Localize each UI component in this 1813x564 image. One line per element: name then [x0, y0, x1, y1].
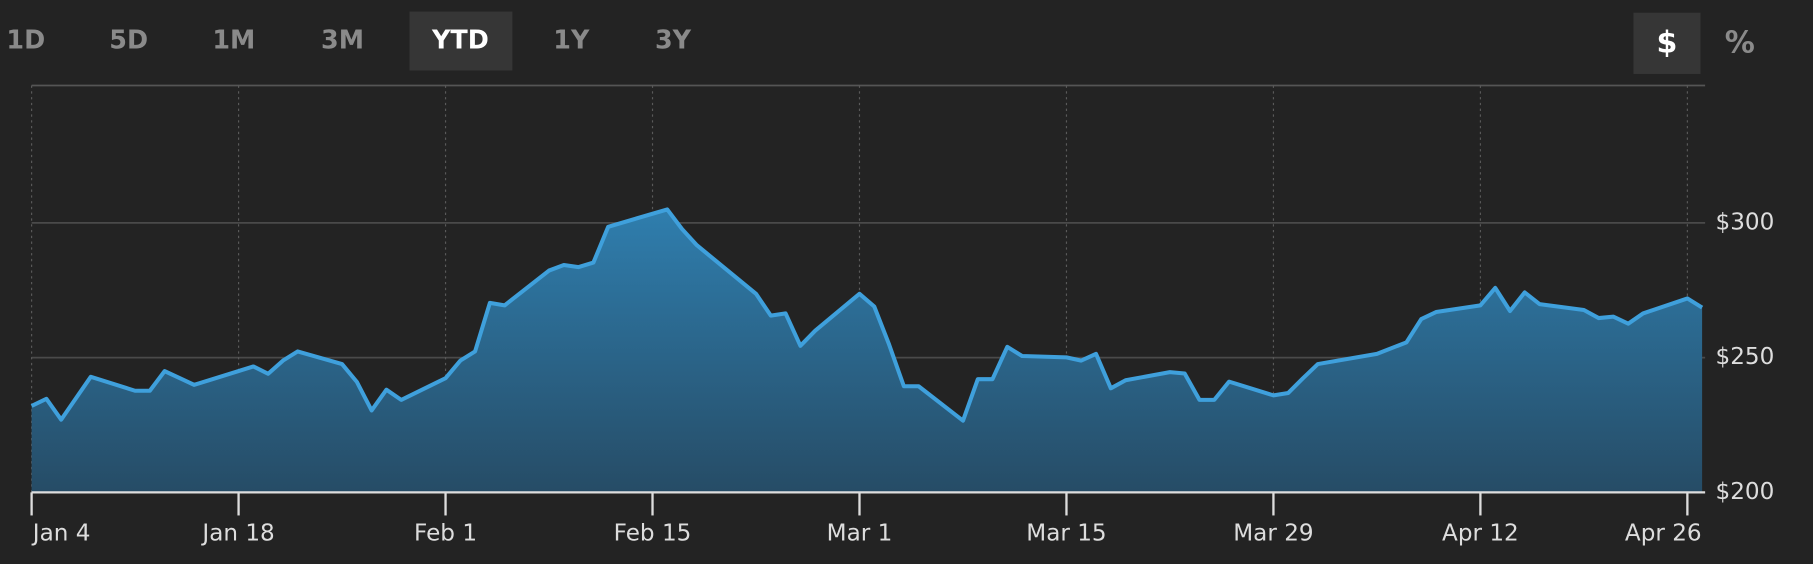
x-tick-label: Apr 26	[1625, 520, 1702, 546]
y-tick-label: $200	[1716, 479, 1775, 505]
x-tick-label: Feb 1	[414, 520, 477, 546]
range-label: 3Y	[655, 25, 692, 55]
range-button[interactable]: 3Y	[655, 25, 692, 55]
toolbar: 1D 5D 1M 3M YTD 1Y 3Y $%	[6, 11, 1755, 74]
range-label: 3M	[321, 25, 364, 55]
range-button[interactable]: 3M	[321, 25, 364, 55]
plot	[30, 207, 1704, 493]
x-tick-label: Apr 12	[1442, 520, 1519, 546]
x-tick-label: Mar 29	[1233, 520, 1313, 546]
range-button[interactable]: 1Y	[553, 25, 590, 55]
range-label: 1Y	[553, 25, 590, 55]
axes: $200 $250 $300 Jan 4 Jan 18 Feb 1 Feb 15 Mar 1 M…	[30, 209, 1775, 546]
y-tick-label: $300	[1716, 209, 1775, 235]
mode-label: $	[1657, 25, 1678, 60]
mode-button[interactable]: $	[1633, 12, 1701, 74]
range-button[interactable]: 5D	[109, 25, 148, 55]
x-tick-label: Feb 15	[614, 520, 692, 546]
x-tick-label: Jan 4	[31, 520, 91, 546]
range-button[interactable]: 1M	[212, 25, 255, 55]
price-line	[30, 207, 1704, 423]
y-tick-label: $250	[1716, 344, 1775, 370]
mode-label: %	[1725, 25, 1755, 60]
x-tick-label: Mar 15	[1026, 520, 1106, 546]
range-label: 1D	[6, 25, 45, 55]
range-button[interactable]: 1D	[6, 25, 45, 55]
button-highlight	[409, 11, 513, 71]
x-tick-label: Mar 1	[827, 520, 893, 546]
range-label: 5D	[109, 25, 148, 55]
range-label: 1M	[212, 25, 255, 55]
range-label: YTD	[431, 25, 489, 55]
x-tick-label: Jan 18	[200, 520, 274, 546]
button-highlight	[1633, 12, 1701, 74]
area-fill	[31, 209, 1703, 493]
range-button[interactable]: YTD	[409, 11, 513, 71]
mode-button[interactable]: %	[1725, 25, 1755, 60]
